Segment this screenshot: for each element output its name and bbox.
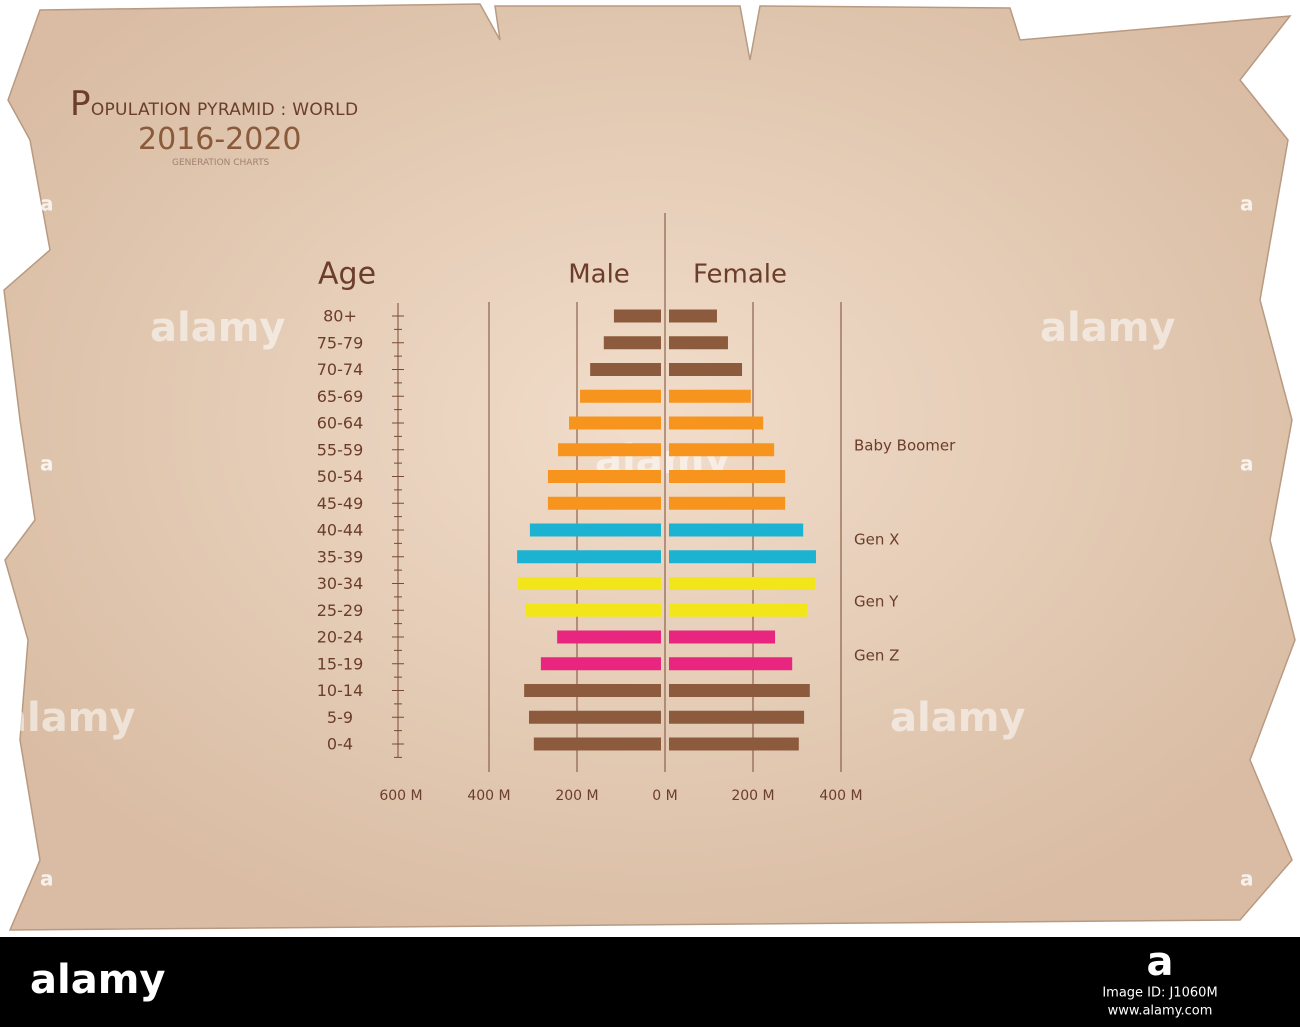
bar	[613, 309, 661, 323]
y-tick-label: 55-59	[317, 440, 364, 459]
footer-bar	[0, 937, 1300, 1027]
footer-id: Image ID: J1060M	[1102, 986, 1217, 1001]
y-tick-label: 30-34	[317, 574, 364, 593]
bar	[669, 550, 816, 564]
bar	[518, 577, 661, 590]
bar	[529, 523, 661, 537]
bar	[525, 603, 661, 617]
bar	[669, 630, 776, 644]
y-tick-label: 5-9	[327, 708, 353, 727]
watermark-logo: a	[40, 452, 54, 476]
bar	[669, 336, 728, 350]
x-tick-label: 400 M	[819, 788, 862, 804]
y-tick-label: 50-54	[317, 467, 364, 486]
bar	[540, 657, 661, 671]
bar	[547, 470, 661, 483]
bar	[590, 363, 661, 376]
bar	[669, 443, 775, 457]
watermark: alamy	[890, 695, 1025, 741]
bar	[533, 737, 661, 751]
bar	[669, 416, 764, 430]
bar	[669, 389, 751, 403]
title: POPULATION PYRAMID : WORLD	[70, 84, 359, 124]
x-tick-label: 200 M	[731, 788, 774, 804]
y-tick-label: 20-24	[317, 628, 364, 647]
annotation: Gen Z	[854, 647, 899, 665]
footer-brand: alamy	[30, 957, 165, 1003]
annotation: Gen X	[854, 531, 899, 549]
x-tick-label: 200 M	[555, 788, 598, 804]
bar	[529, 710, 661, 724]
y-tick-label: 40-44	[317, 521, 364, 540]
x-tick-label: 600 M	[379, 788, 422, 804]
watermark-logo: a	[40, 192, 54, 216]
watermark: alamy	[150, 305, 285, 351]
annotation: Baby Boomer	[854, 437, 956, 455]
y-tick-label: 65-69	[317, 387, 364, 406]
watermark: alamy	[0, 695, 135, 741]
bar	[669, 523, 804, 537]
bar	[669, 363, 743, 376]
y-tick-label: 45-49	[317, 494, 364, 513]
bar	[669, 657, 793, 671]
y-tick-label: 10-14	[317, 681, 364, 700]
bar	[669, 577, 816, 590]
y-tick-label: 25-29	[317, 601, 364, 620]
y-tick-label: 15-19	[317, 654, 364, 673]
bar	[603, 336, 661, 350]
bar	[517, 550, 661, 564]
bar	[669, 710, 805, 724]
x-tick-label: 400 M	[467, 788, 510, 804]
bar	[669, 496, 786, 510]
y-axis-title: Age	[318, 257, 376, 292]
parchment	[3, 3, 1296, 931]
annotation: Gen Y	[854, 593, 899, 611]
watermark-logo: a	[1240, 192, 1254, 216]
bar	[669, 470, 786, 483]
y-tick-label: 75-79	[317, 333, 364, 352]
bar	[669, 309, 717, 323]
footer-url: www.alamy.com	[1108, 1004, 1213, 1019]
y-tick-label: 35-39	[317, 547, 364, 566]
y-tick-label: 60-64	[317, 414, 364, 433]
subtitle: GENERATION CHARTS	[172, 158, 270, 168]
y-tick-label: 70-74	[317, 360, 364, 379]
watermark-logo: a	[40, 867, 54, 891]
bar	[669, 603, 808, 617]
bar	[524, 684, 661, 697]
bar	[580, 389, 661, 403]
years: 2016-2020	[138, 122, 302, 157]
bar	[669, 684, 810, 697]
bar	[669, 737, 799, 751]
bar	[558, 443, 661, 457]
bar	[547, 496, 661, 510]
watermark-logo: a	[1240, 867, 1254, 891]
x-tick-label: 0 M	[652, 788, 677, 804]
y-tick-label: 0-4	[327, 735, 353, 754]
watermark: alamy	[1040, 305, 1175, 351]
series-header: Male	[568, 260, 630, 290]
bar	[569, 416, 661, 430]
series-header: Female	[693, 260, 787, 290]
footer-logo: a	[1147, 939, 1174, 985]
watermark-logo: a	[1240, 452, 1254, 476]
bar	[557, 630, 661, 644]
y-tick-label: 80+	[323, 307, 357, 326]
